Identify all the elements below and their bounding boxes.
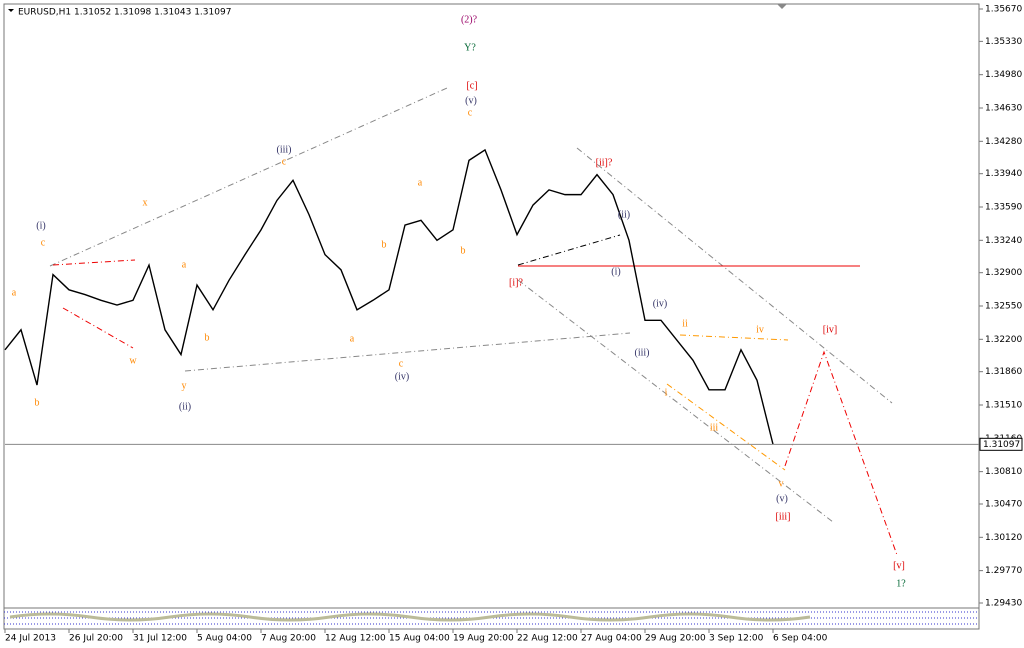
wave-label: [iv] [823,324,837,335]
current-price-box [979,437,1023,451]
wave-label: [v] [893,560,905,571]
wave-label: i [665,387,668,398]
wave-label: b [205,332,210,343]
wave-label: iv [756,324,764,335]
wave-label: (i) [36,220,45,231]
y-tick-label: 1.32900 [985,268,1022,278]
price-line [4,148,774,445]
y-tick-label: 1.34980 [985,70,1022,80]
x-tick-label: 15 Aug 04:00 [389,634,450,644]
wave-label: c [399,358,404,369]
x-tick-label: 29 Aug 20:00 [645,634,706,644]
wave-label: (ii) [618,209,630,220]
wave-label: a [12,287,17,298]
shift-marker [777,4,787,9]
wave-label: a [418,177,423,188]
trend-line [576,147,893,404]
x-tick-label: 24 Jul 2013 [5,634,56,644]
y-tick-label: 1.35330 [985,37,1022,47]
plot-frame [3,3,980,630]
wave-label: b [35,397,40,408]
y-tick-label: 1.29430 [985,599,1022,609]
y-tick-label: 1.33240 [985,236,1022,246]
wave-label: c [282,156,287,167]
x-tick-label: 12 Aug 12:00 [325,634,386,644]
y-tick-label: 1.32550 [985,302,1022,312]
wave-label: 1? [896,578,906,589]
wave-label: (iii) [277,144,292,155]
x-tick-label: 27 Aug 04:00 [581,634,642,644]
x-tick-label: 6 Sep 04:00 [773,634,828,644]
wave-label: [c] [466,80,477,91]
trend-line [679,334,789,341]
drawings [49,87,898,556]
x-tick-label: 31 Jul 12:00 [133,634,187,644]
x-tick-label: 19 Aug 20:00 [453,634,514,644]
wave-label: [iii] [776,511,791,522]
y-tick-label: 1.35670 [985,5,1022,15]
x-tick-label: 7 Aug 20:00 [261,634,316,644]
wave-label: (v) [776,493,788,504]
trend-line [62,307,134,349]
y-tick-label: 1.34630 [985,104,1022,114]
wave-label: (iii) [635,347,650,358]
x-tick-label: 22 Aug 12:00 [517,634,578,644]
wave-label: (iv) [395,371,409,382]
wave-label: x [143,197,148,208]
y-tick-label: 1.31860 [985,367,1022,377]
projection [784,350,898,556]
wave-label: [i]? [509,277,523,288]
y-tick-label: 1.33590 [985,203,1022,213]
wave-label: iii [710,422,719,433]
trend-line [49,87,448,267]
wave-label: (2)? [461,14,478,25]
wave-label: (i) [611,266,620,277]
wave-label: b [382,239,387,250]
y-tick-label: 1.31510 [985,401,1022,411]
wave-label: y [182,380,187,391]
wave-label: a [182,259,187,270]
menu-arrow [8,9,14,12]
trend-line [184,332,631,372]
x-tick-label: 3 Sep 12:00 [709,634,764,644]
wave-label: b [461,245,466,256]
y-tick-label: 1.32200 [985,335,1022,345]
y-tick-label: 1.33940 [985,169,1022,179]
trend-line [517,234,621,266]
indicator-strip [4,607,979,625]
wave-label: c [41,237,46,248]
y-tick-label: 1.30470 [985,500,1022,510]
chart-title: EURUSD,H1 1.31052 1.31098 1.31043 1.3109… [18,8,231,18]
x-tick-label: 26 Jul 20:00 [69,634,123,644]
wave-label: (ii) [179,401,191,412]
y-tick-label: 1.34280 [985,137,1022,147]
wave-label: (iv) [653,298,667,309]
y-tick-label: 1.30120 [985,533,1022,543]
wave-label: v [779,478,784,489]
wave-label: a [350,333,355,344]
wave-label: [ii]? [596,157,613,168]
x-tick-label: 5 Aug 04:00 [197,634,252,644]
trend-line [52,259,136,266]
wave-label: ii [682,318,688,329]
wave-label: c [468,107,473,118]
trend-line [666,383,786,471]
y-tick-label: 1.29770 [985,566,1022,576]
wave-label: Y? [464,42,476,53]
current-price-label: 1.31097 [983,440,1020,450]
wave-label: w [129,355,137,366]
y-tick-label: 1.30810 [985,467,1022,477]
trend-line [517,279,834,523]
wave-label: (v) [465,95,477,106]
indicator-line [9,612,811,622]
